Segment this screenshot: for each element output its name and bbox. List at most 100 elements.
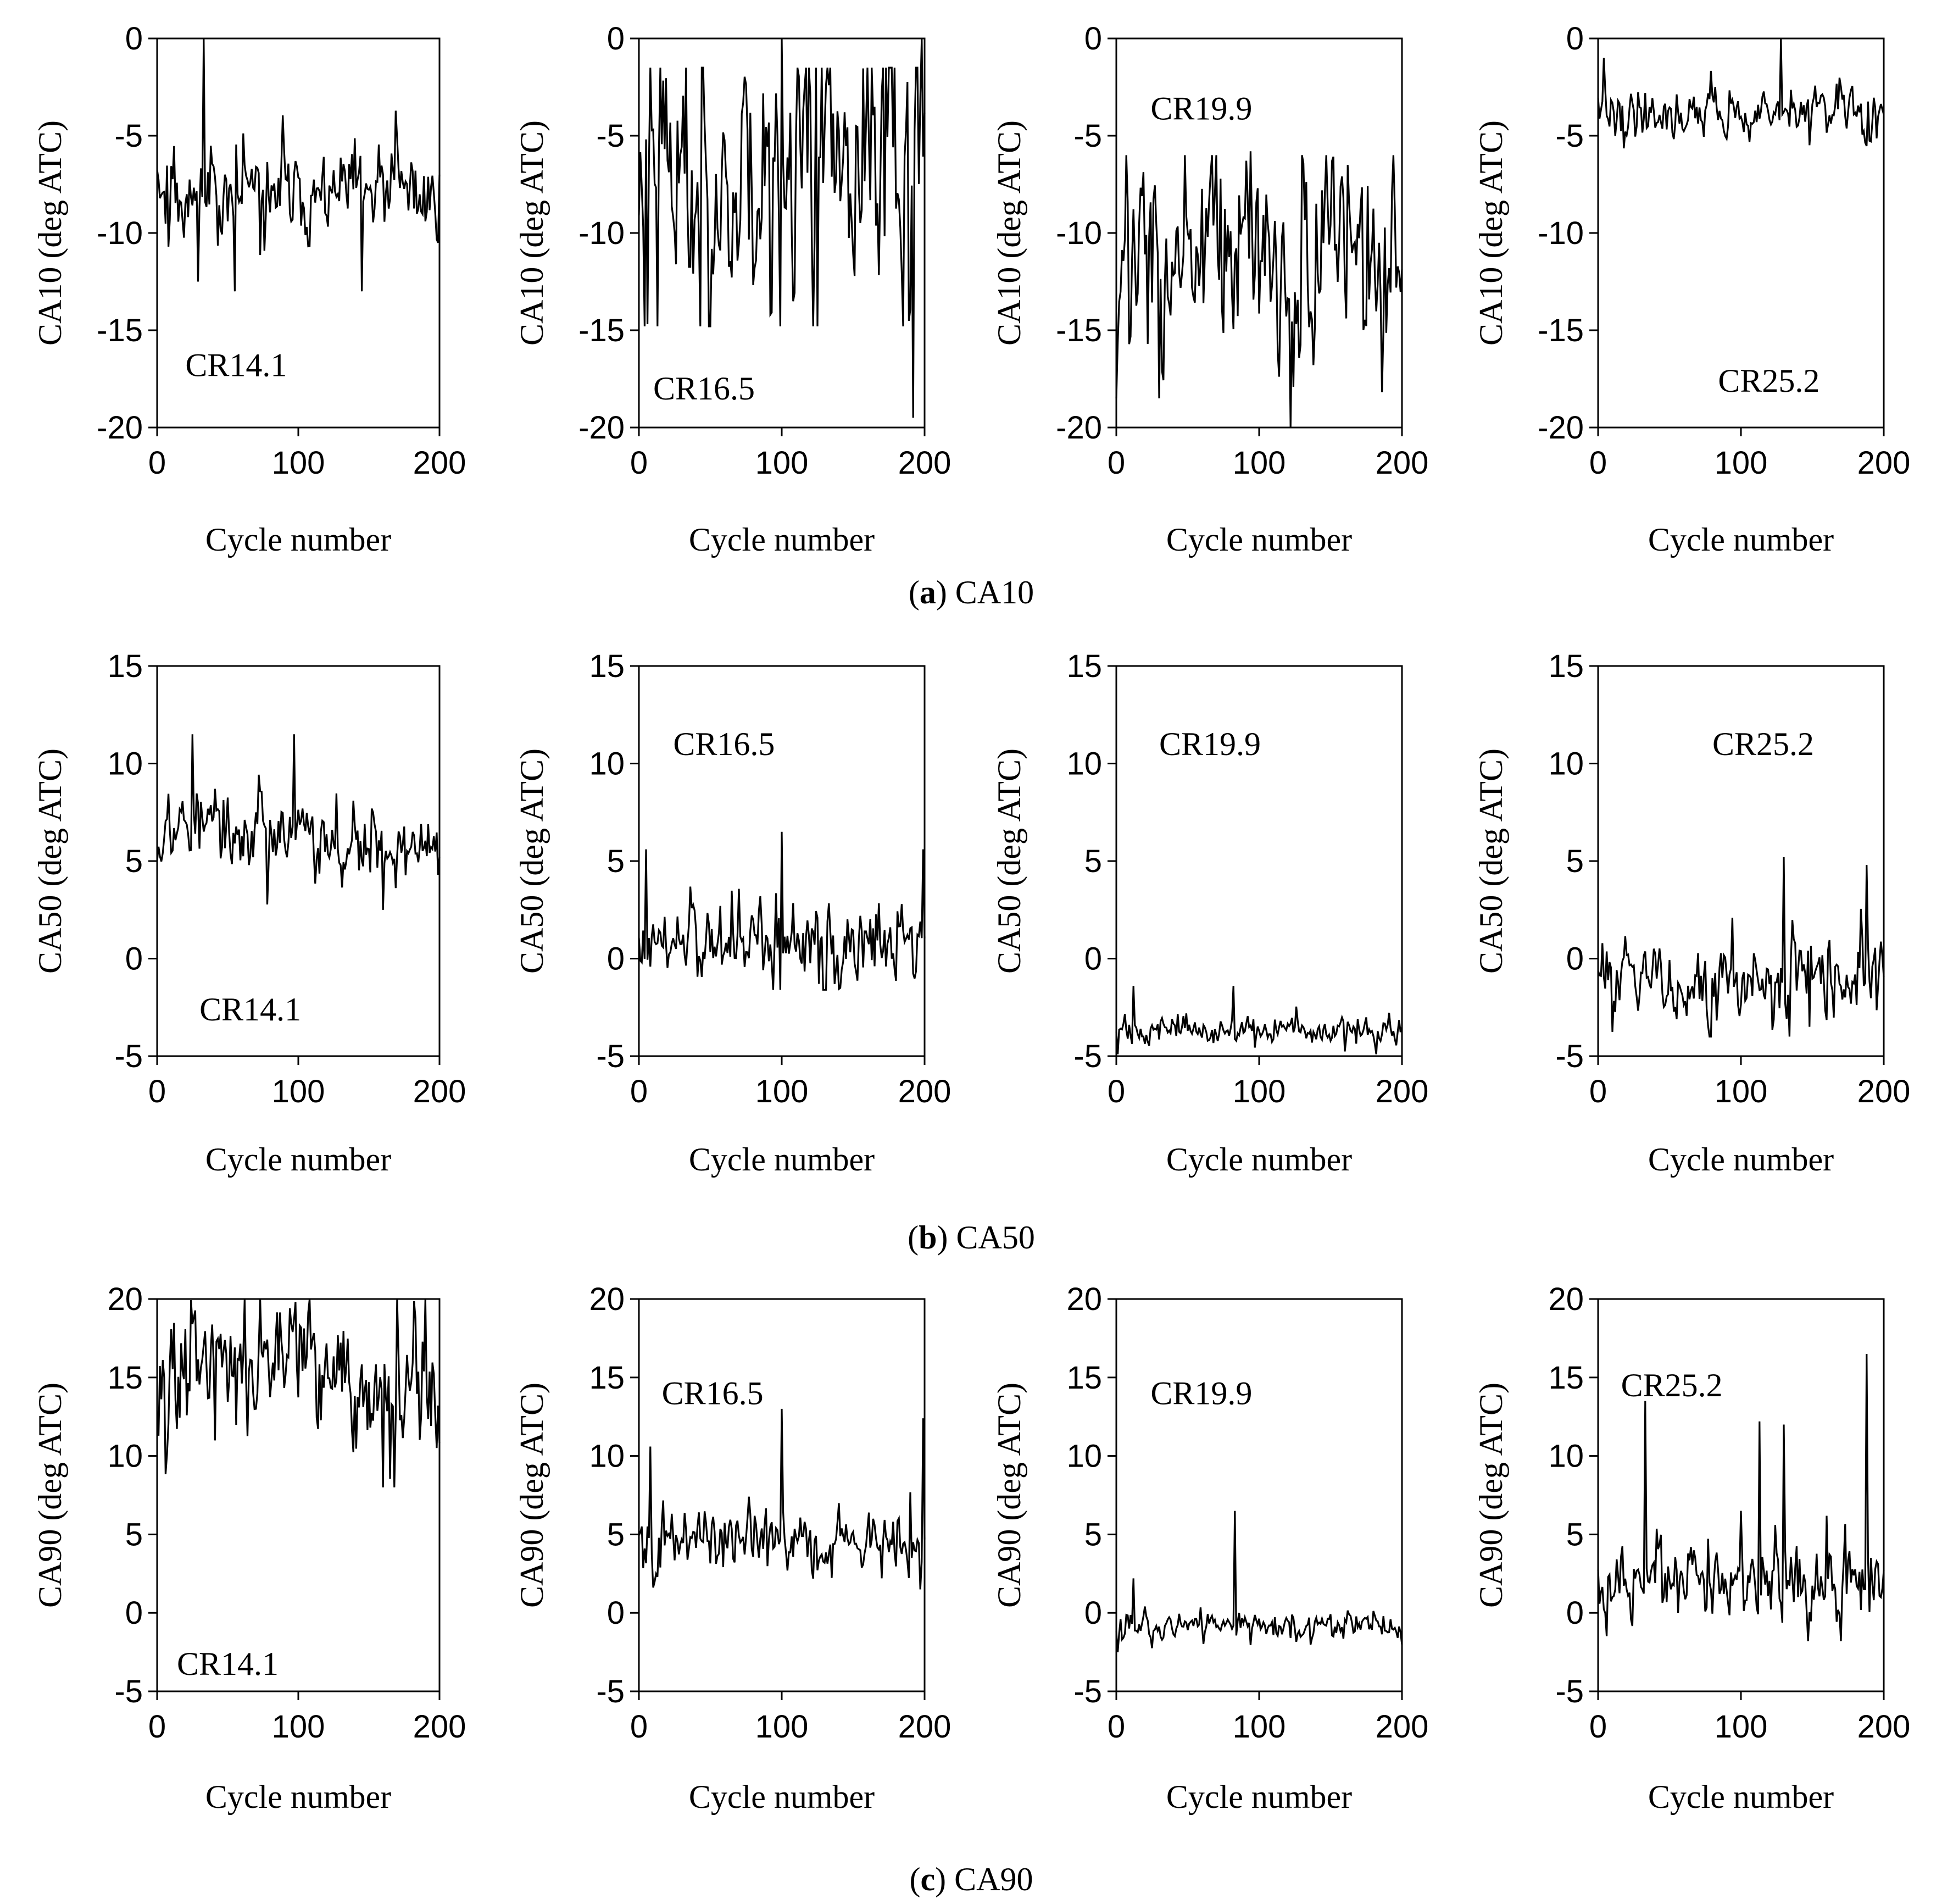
caption-close: ) (936, 574, 947, 610)
x-tick-label: 0 (1108, 1709, 1125, 1745)
y-tick-label: -10 (97, 215, 143, 251)
y-tick-label: 5 (1084, 843, 1102, 879)
x-tick-label: 200 (413, 1074, 466, 1109)
y-tick-label: -5 (114, 1039, 143, 1074)
y-tick-label: 10 (1548, 1439, 1584, 1474)
y-tick-label: 0 (1566, 941, 1584, 977)
y-tick-label: 15 (589, 1360, 625, 1396)
x-axis-label: Cycle number (689, 1141, 875, 1178)
y-tick-label: 20 (589, 1281, 625, 1317)
y-tick-label: 20 (1066, 1281, 1102, 1317)
x-tick-label: 0 (630, 1709, 648, 1745)
x-tick-label: 100 (755, 1074, 809, 1109)
series-line (1115, 1511, 1403, 1652)
caption-text: CA10 (947, 574, 1034, 610)
series-line (1115, 151, 1403, 428)
caption-close: ) (937, 1219, 948, 1256)
y-tick-label: 0 (1084, 941, 1102, 977)
series-line (1597, 857, 1885, 1038)
caption-close: ) (935, 1861, 946, 1897)
x-tick-label: 200 (1376, 1074, 1429, 1109)
y-axis-label: CA90 (deg ATC) (991, 1383, 1027, 1608)
plot-frame (638, 1298, 926, 1692)
y-tick-label: 15 (1066, 648, 1102, 684)
x-tick-label: 0 (148, 445, 166, 481)
y-tick-label: -20 (1056, 410, 1102, 446)
x-tick-label: 200 (898, 1074, 951, 1109)
y-tick-label: 20 (1548, 1281, 1584, 1317)
series-annotation: CR16.5 (653, 370, 755, 407)
series-line (1597, 1353, 1885, 1641)
y-tick-label: 0 (1566, 1595, 1584, 1631)
y-tick-label: -5 (114, 118, 143, 154)
y-axis-label: CA10 (deg ATC) (1473, 120, 1509, 346)
series-annotation: CR25.2 (1621, 1367, 1723, 1403)
x-tick-label: 200 (1857, 445, 1911, 481)
x-tick-label: 200 (1857, 1074, 1911, 1109)
y-tick-label: 5 (1084, 1517, 1102, 1552)
y-tick-label: 10 (107, 1439, 143, 1474)
x-axis-label: Cycle number (689, 1779, 875, 1815)
y-tick-label: 15 (1066, 1360, 1102, 1396)
y-tick-label: 15 (107, 1360, 143, 1396)
caption-text: CA90 (946, 1861, 1033, 1897)
y-tick-label: 5 (1566, 1517, 1584, 1552)
y-tick-label: -10 (1538, 215, 1584, 251)
y-tick-label: 15 (1548, 648, 1584, 684)
y-tick-label: 0 (125, 941, 143, 977)
series-line (638, 1408, 926, 1590)
x-axis-label: Cycle number (1648, 521, 1834, 558)
x-tick-label: 200 (1857, 1709, 1911, 1745)
y-tick-label: -15 (578, 313, 625, 348)
series-annotation: CR25.2 (1712, 726, 1814, 762)
y-axis-label: CA10 (deg ATC) (32, 120, 68, 346)
caption-a: (a) CA10 (909, 574, 1034, 610)
y-tick-label: -15 (1056, 313, 1102, 348)
series-annotation: CR16.5 (662, 1375, 764, 1411)
y-tick-label: -10 (578, 215, 625, 251)
x-tick-label: 200 (413, 1709, 466, 1745)
x-tick-label: 100 (1233, 1074, 1286, 1109)
y-axis-label: CA10 (deg ATC) (991, 120, 1027, 346)
x-axis-label: Cycle number (1648, 1779, 1834, 1815)
y-tick-label: 0 (607, 21, 625, 57)
y-axis-label: CA90 (deg ATC) (1473, 1383, 1509, 1608)
y-tick-label: 10 (1548, 746, 1584, 782)
caption-c: (c) CA90 (910, 1861, 1033, 1897)
series-line (638, 831, 926, 991)
series-line (156, 734, 441, 910)
x-tick-label: 200 (898, 1709, 951, 1745)
x-axis-label: Cycle number (1648, 1141, 1834, 1178)
x-tick-label: 0 (1589, 445, 1607, 481)
y-axis-label: CA50 (deg ATC) (991, 748, 1027, 974)
y-tick-label: 5 (607, 1517, 625, 1552)
x-axis-label: Cycle number (205, 521, 391, 558)
series-line (1597, 38, 1885, 149)
y-tick-label: -5 (596, 118, 625, 154)
y-tick-label: 10 (1066, 1439, 1102, 1474)
y-tick-label: -10 (1056, 215, 1102, 251)
y-tick-label: 5 (607, 843, 625, 879)
y-tick-label: -5 (1555, 1674, 1584, 1709)
y-tick-label: 5 (125, 1517, 143, 1552)
y-axis-label: CA90 (deg ATC) (514, 1383, 550, 1608)
x-tick-label: 100 (755, 1709, 809, 1745)
y-tick-label: 0 (1084, 21, 1102, 57)
x-tick-label: 200 (1376, 1709, 1429, 1745)
caption-text: CA50 (948, 1219, 1034, 1256)
x-tick-label: 0 (148, 1709, 166, 1745)
y-tick-label: 0 (1566, 21, 1584, 57)
y-tick-label: 10 (1066, 746, 1102, 782)
y-tick-label: -5 (1073, 118, 1102, 154)
y-tick-label: 10 (589, 1439, 625, 1474)
y-tick-label: -5 (1073, 1674, 1102, 1709)
y-tick-label: 15 (589, 648, 625, 684)
x-tick-label: 200 (898, 445, 951, 481)
y-tick-label: -5 (1073, 1039, 1102, 1074)
